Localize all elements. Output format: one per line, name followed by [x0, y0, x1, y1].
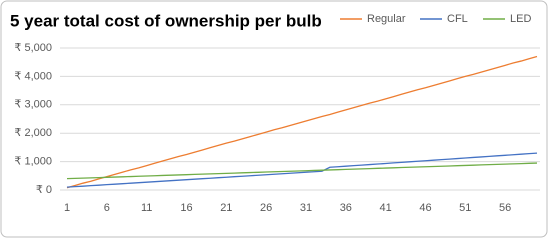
series-line [66, 162, 538, 180]
x-tick-label: 46 [419, 202, 431, 214]
legend-label: LED [510, 13, 531, 25]
x-tick-label: 56 [499, 202, 511, 214]
x-tick-label: 21 [220, 202, 232, 214]
y-tick-label: ₹ 0 [36, 184, 52, 196]
series-line [66, 55, 538, 189]
y-tick-label: ₹ 3,000 [14, 99, 52, 111]
x-tick-label: 51 [459, 202, 471, 214]
x-tick-label: 6 [104, 202, 110, 214]
x-tick-label: 16 [180, 202, 192, 214]
y-tick-label: ₹ 4,000 [14, 70, 52, 82]
x-tick-label: 31 [300, 202, 312, 214]
legend-label: CFL [447, 13, 468, 25]
series-line [66, 152, 538, 188]
x-tick-label: 11 [141, 202, 152, 214]
x-tick-label: 41 [380, 202, 392, 214]
chart-title: 5 year total cost of ownership per bulb [10, 11, 322, 30]
y-tick-label: ₹ 2,000 [14, 127, 52, 139]
legend-label: Regular [367, 13, 406, 25]
y-tick-label: ₹ 5,000 [14, 42, 52, 54]
x-tick-label: 26 [260, 202, 272, 214]
x-tick-label: 36 [340, 202, 352, 214]
y-tick-label: ₹ 1,000 [14, 156, 52, 168]
x-tick-label: 1 [64, 202, 70, 214]
